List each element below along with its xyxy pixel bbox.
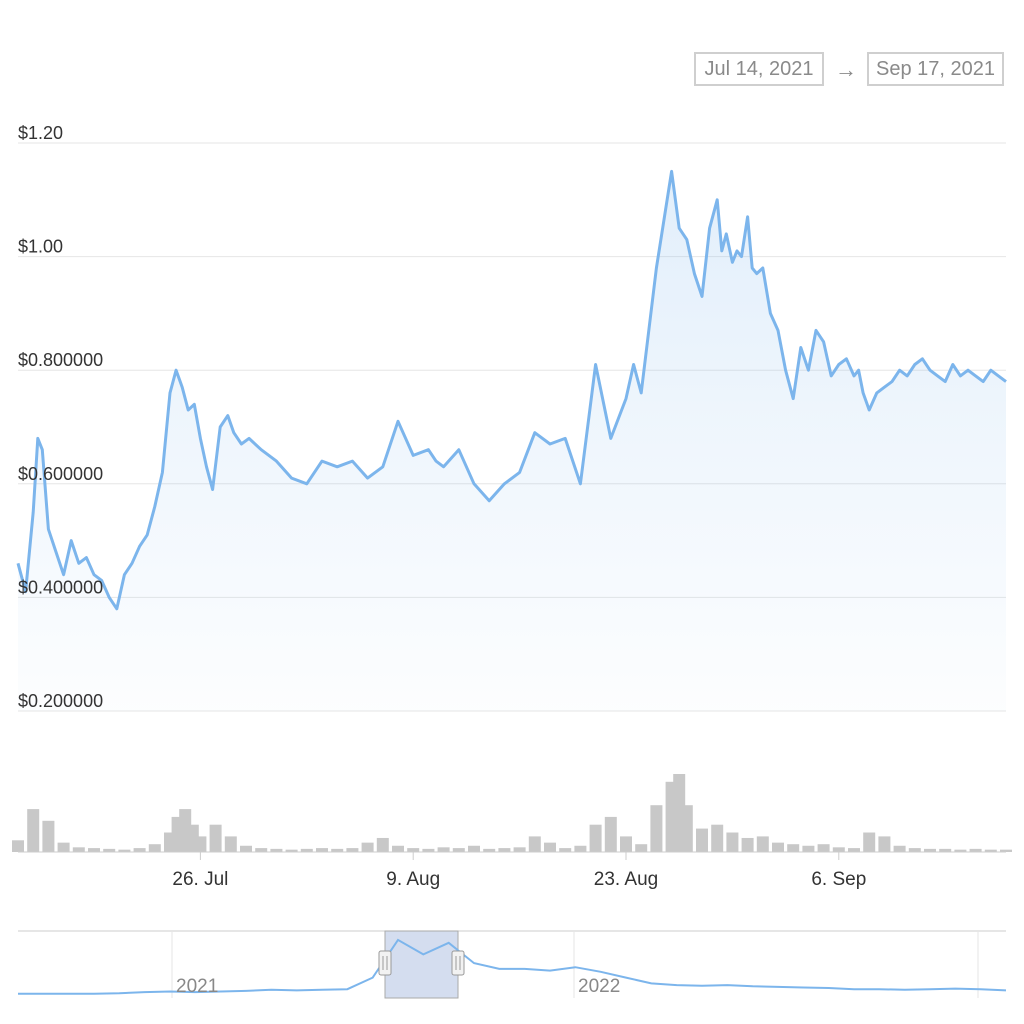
volume-bar — [376, 837, 389, 852]
volume-bar — [908, 848, 921, 852]
volume-bar — [772, 842, 784, 852]
volume-bar — [969, 848, 982, 852]
volume-bar — [300, 848, 313, 852]
volume-bar — [12, 840, 24, 852]
volume-bar — [787, 844, 800, 852]
x-tick-label: 6. Sep — [811, 869, 866, 890]
y-tick-label: $0.400000 — [18, 577, 103, 597]
volume-bar — [696, 828, 708, 852]
volume-bar — [392, 845, 404, 852]
volume-bar — [255, 848, 268, 852]
volume-bar — [863, 832, 876, 852]
volume-bar — [498, 848, 511, 852]
volume-bar — [194, 836, 207, 852]
volume-bar — [346, 848, 359, 852]
volume-bar — [209, 824, 222, 852]
volume-bar — [133, 848, 146, 852]
navigator-handle-left[interactable] — [378, 950, 392, 976]
volume-bar — [513, 847, 526, 852]
x-tick-label: 9. Aug — [386, 869, 440, 890]
volume-bar — [118, 849, 131, 852]
volume-bar — [559, 848, 572, 852]
volume-bar — [544, 842, 556, 852]
volume-bar — [407, 848, 420, 852]
volume-bar — [452, 848, 465, 852]
navigator-line — [18, 938, 1007, 995]
volume-bar — [72, 847, 85, 852]
volume-bar — [528, 836, 541, 852]
y-tick-label: $0.600000 — [18, 464, 103, 484]
volume-bar — [893, 845, 906, 852]
volume-bar — [42, 820, 55, 852]
y-tick-label: $1.20 — [18, 123, 63, 143]
volume-bar — [802, 845, 815, 852]
volume-bar — [88, 848, 100, 852]
volume-bar — [741, 837, 754, 852]
range-end-input[interactable]: Sep 17, 2021 — [867, 52, 1004, 86]
volume-bar — [589, 824, 602, 852]
volume-bar — [635, 844, 648, 852]
volume-bar — [483, 848, 496, 852]
x-tick-label: 23. Aug — [594, 869, 658, 890]
y-tick-label: $0.800000 — [18, 350, 103, 370]
range-arrow-icon: → — [835, 57, 857, 82]
volume-bar — [361, 842, 374, 852]
volume-bar — [103, 848, 116, 852]
volume-bar — [285, 849, 298, 852]
volume-bar — [939, 848, 952, 852]
y-tick-label: $1.00 — [18, 237, 63, 257]
volume-bar — [240, 845, 252, 852]
volume-bar — [924, 848, 936, 852]
volume-bar — [756, 836, 769, 852]
y-tick-label: $0.200000 — [18, 691, 103, 711]
volume-bar — [954, 849, 967, 852]
volume-bar — [848, 848, 860, 852]
volume-bar — [832, 847, 845, 852]
navigator-year-label: 2022 — [578, 976, 620, 997]
volume-bar — [574, 845, 587, 852]
navigator-handle-right[interactable] — [451, 950, 465, 976]
series-line — [16, 169, 1007, 611]
volume-bar — [148, 844, 161, 852]
volume-bar — [726, 832, 739, 852]
series-area — [18, 171, 1006, 711]
volume-bar — [620, 836, 632, 852]
navigator-year-label: 2021 — [176, 976, 218, 997]
volume-bar — [604, 816, 617, 852]
volume-bar — [680, 805, 693, 852]
volume-bar — [270, 848, 283, 852]
volume-bar — [422, 848, 435, 852]
volume-bar — [331, 848, 344, 852]
volume-bar — [224, 836, 237, 852]
volume-bar — [468, 845, 480, 852]
volume-bar — [711, 824, 724, 852]
range-start-input[interactable]: Jul 14, 2021 — [694, 52, 824, 86]
volume-bar — [437, 847, 450, 852]
volume-bar — [1000, 849, 1012, 852]
x-tick-label: 26. Jul — [172, 869, 228, 890]
volume-bar — [27, 809, 40, 852]
volume-bar — [984, 849, 997, 852]
navigator-selection — [384, 930, 459, 999]
volume-bar — [316, 848, 328, 852]
volume-bar — [817, 844, 830, 852]
volume-bar — [878, 836, 891, 852]
volume-bar — [650, 805, 663, 852]
volume-bar — [57, 842, 70, 852]
